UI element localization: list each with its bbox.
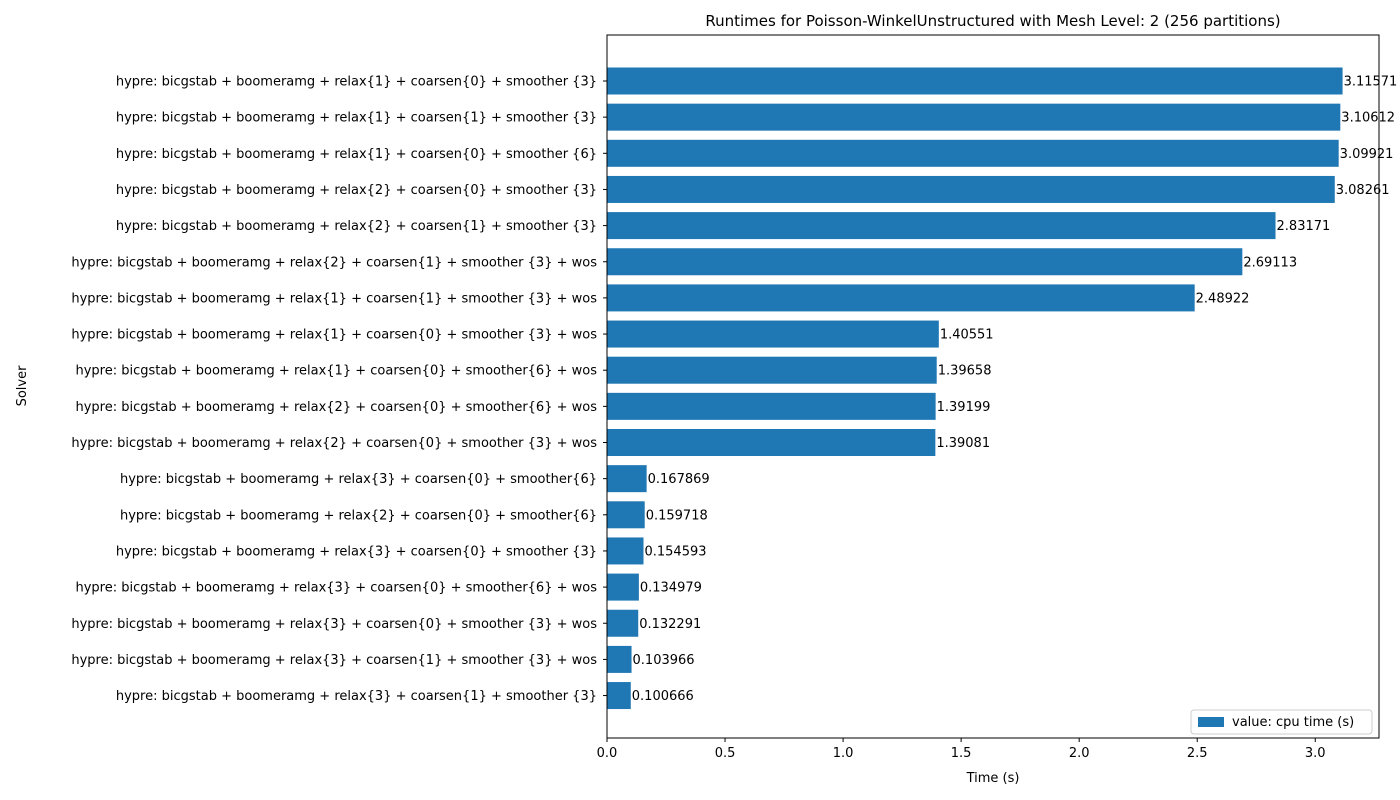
y-tick-label: hypre: bicgstab + boomeramg + relax{3} +… [116, 544, 597, 559]
bar-value-label: 3.10612 [1341, 111, 1395, 126]
y-tick-label: hypre: bicgstab + boomeramg + relax{2} +… [71, 255, 597, 270]
value-labels-layer: 3.11571 3.10612 3.09921 3.08261 2.83171 2.691… [632, 75, 1398, 705]
bar-value-label: 1.39199 [937, 400, 991, 415]
y-tick-label: hypre: bicgstab + boomeramg + relax{3} +… [75, 581, 597, 596]
bar-value-label: 2.69113 [1243, 255, 1297, 270]
x-tick-label: 0.0 [597, 746, 618, 761]
bar-value-label: 1.40551 [940, 328, 994, 343]
x-tick-label: 3.0 [1305, 746, 1326, 761]
y-tick-label: hypre: bicgstab + boomeramg + relax{3} +… [120, 472, 597, 487]
bar [607, 429, 936, 456]
bars-layer [607, 67, 1343, 710]
legend-label: value: cpu time (s) [1232, 715, 1354, 730]
y-tick-label: hypre: bicgstab + boomeramg + relax{1} +… [116, 147, 597, 162]
bar [607, 501, 645, 529]
bar-value-label: 0.154593 [644, 544, 706, 559]
x-tick-label: 2.5 [1187, 746, 1208, 761]
bar-value-label: 3.11571 [1344, 75, 1398, 90]
bar-value-label: 0.132291 [639, 617, 701, 632]
bar-value-label: 0.167869 [648, 472, 710, 487]
y-tick-label: hypre: bicgstab + boomeramg + relax{3} +… [116, 689, 597, 704]
bar [607, 248, 1243, 276]
bar-value-label: 3.09921 [1340, 147, 1394, 162]
bar [607, 645, 632, 673]
x-tick-label: 1.0 [833, 746, 854, 761]
bar [607, 103, 1341, 131]
bar [607, 682, 631, 710]
bar [607, 392, 936, 420]
bar [607, 537, 644, 565]
bar-value-label: 1.39081 [936, 436, 990, 451]
y-tick-label: hypre: bicgstab + boomeramg + relax{2} +… [120, 508, 597, 523]
bar [607, 320, 939, 348]
bar [607, 284, 1195, 312]
bar [607, 573, 639, 601]
bar-value-label: 0.100666 [632, 689, 694, 704]
x-tick-label: 2.0 [1069, 746, 1090, 761]
y-tick-label: hypre: bicgstab + boomeramg + relax{1} +… [71, 291, 597, 306]
y-tick-label: hypre: bicgstab + boomeramg + relax{2} +… [75, 400, 597, 415]
plot-frame [606, 34, 1380, 739]
y-tick-label: hypre: bicgstab + boomeramg + relax{3} +… [71, 653, 597, 668]
y-axis-label: Solver [15, 365, 30, 407]
bar-value-label: 1.39658 [938, 364, 992, 379]
bar [607, 212, 1276, 240]
y-tick-label: hypre: bicgstab + boomeramg + relax{2} +… [71, 436, 597, 451]
bar-value-label: 0.159718 [646, 508, 708, 523]
bar-value-label: 2.83171 [1277, 219, 1331, 234]
legend: value: cpu time (s) [1190, 709, 1373, 735]
bar [607, 609, 639, 637]
category-labels-layer: hypre: bicgstab + boomeramg + relax{1} +… [71, 75, 607, 704]
x-axis-label: Time (s) [966, 771, 1020, 786]
bar [607, 139, 1339, 167]
legend-swatch [1198, 717, 1224, 727]
x-axis-ticks: 0.0 0.5 1.0 1.5 2.0 2.5 3.0 [597, 738, 1326, 761]
x-tick-label: 0.5 [715, 746, 736, 761]
y-tick-label: hypre: bicgstab + boomeramg + relax{1} +… [116, 111, 597, 126]
bar-value-label: 2.48922 [1196, 291, 1250, 306]
bar [607, 175, 1335, 203]
chart-title: Runtimes for Poisson-WinkelUnstructured … [705, 12, 1280, 30]
bar-value-label: 3.08261 [1336, 183, 1390, 198]
y-tick-label: hypre: bicgstab + boomeramg + relax{1} +… [71, 328, 597, 343]
y-tick-label: hypre: bicgstab + boomeramg + relax{2} +… [116, 183, 597, 198]
y-tick-label: hypre: bicgstab + boomeramg + relax{1} +… [116, 75, 597, 90]
bar-value-label: 0.134979 [640, 581, 702, 596]
bar [607, 67, 1343, 95]
bar [607, 356, 937, 384]
y-tick-label: hypre: bicgstab + boomeramg + relax{2} +… [116, 219, 597, 234]
bar-value-label: 0.103966 [633, 653, 695, 668]
legend-frame [1190, 709, 1373, 735]
y-tick-label: hypre: bicgstab + boomeramg + relax{3} +… [71, 617, 597, 632]
y-tick-label: hypre: bicgstab + boomeramg + relax{1} +… [75, 364, 597, 379]
x-tick-label: 1.5 [951, 746, 972, 761]
bar [607, 465, 647, 493]
